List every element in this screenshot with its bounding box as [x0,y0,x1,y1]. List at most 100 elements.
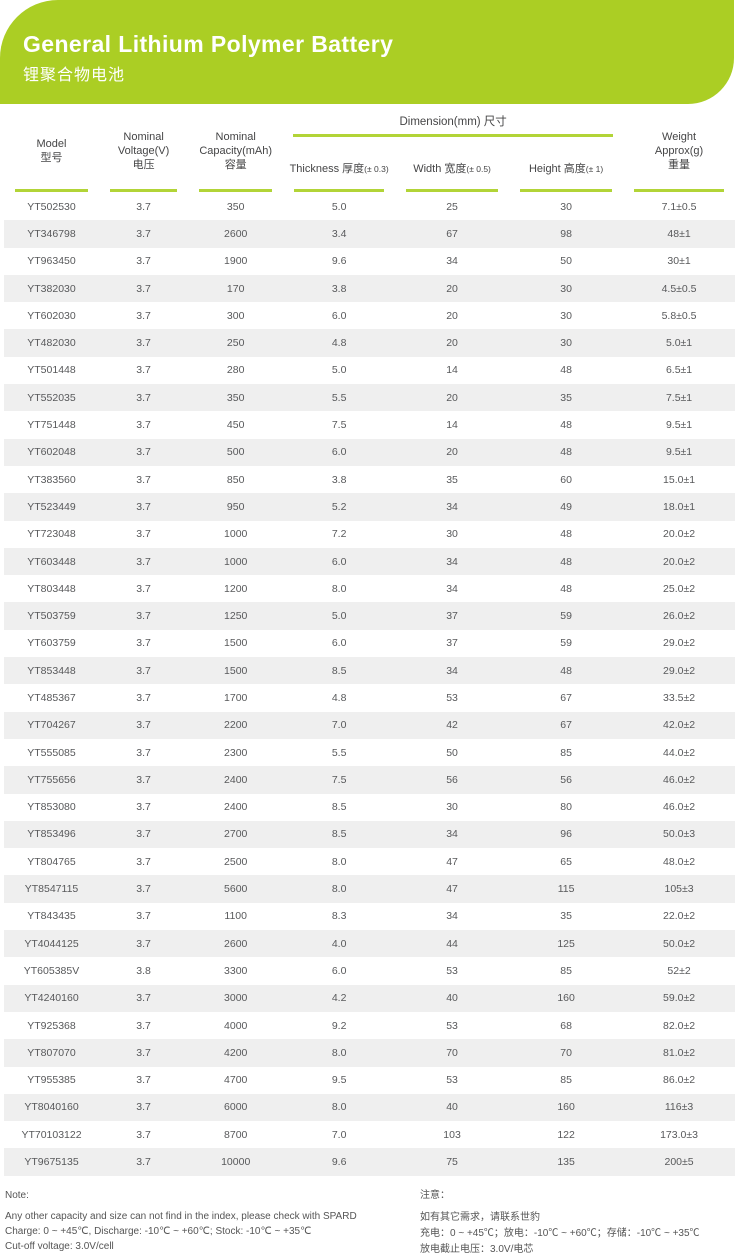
table-cell: 4.2 [331,992,347,1005]
table-cell: 3.7 [136,364,151,377]
table-cell: 26.0±2 [663,610,696,623]
table-row: YT704267 3.7 2200 7.0 42 67 42.0±2 [4,711,735,739]
col-header-voltage-cn: 电压 [132,159,155,171]
table-cell: 98 [560,227,572,240]
table-cell: 10000 [221,1156,251,1169]
table-cell: 59 [560,637,572,650]
table-cell: 50 [560,255,572,268]
table-cell: 34 [446,555,458,568]
table-row: YT4044125 3.7 2600 4.0 44 125 50.0±2 [4,930,735,958]
table-cell: 49 [560,500,572,513]
table-cell: 8.0 [331,1101,347,1114]
table-cell: 59 [560,610,572,623]
table-cell: 48 [560,419,572,432]
table-row: YT501448 3.7 280 5.0 14 48 6.5±1 [4,357,735,384]
table-cell: 450 [226,419,245,432]
table-cell: 500 [226,446,245,459]
table-cell: 3.7 [136,828,151,841]
table-cell: YT503759 [27,610,76,623]
table-cell: 8.0 [331,1046,347,1059]
page-header: General Lithium Polymer Battery 锂聚合物电池 [0,0,734,104]
table-cell: 8.5 [331,828,347,841]
table-cell: 3000 [224,992,248,1005]
table-cell: 30 [560,282,572,295]
table-cell: YT4240160 [24,992,79,1005]
table-cell: 103 [443,1128,461,1141]
table-cell: YT523449 [27,500,76,513]
table-cell: 85 [560,964,572,977]
table-cell: 116±3 [664,1101,694,1114]
table-cell: 56 [560,773,572,786]
table-cell: 3.7 [136,446,151,459]
col-header-capacity: Nominal Capacity(mAh) 容量 [188,109,283,193]
table-cell: 86.0±2 [663,1074,696,1087]
table-cell: 9.5±1 [665,419,693,432]
table-cell: 4.5±0.5 [661,282,697,295]
note-chinese-line: 放电截止电压：3.0V/电芯 [420,1243,534,1255]
table-cell: 3.7 [136,637,151,650]
table-cell: 35 [560,391,572,404]
table-cell: 29.0±2 [663,637,696,650]
table-cell: 9.5±1 [665,446,693,459]
table-cell: 1700 [224,691,248,704]
table-cell: 33.5±2 [663,691,696,704]
table-cell: 22.0±2 [663,910,696,923]
table-cell: 3.7 [136,309,151,322]
table-cell: YT853496 [27,828,76,841]
table-cell: 3.7 [136,746,151,759]
table-row: YT502530 3.7 350 5.0 25 30 7.1±0.5 [4,193,735,220]
table-cell: 7.0 [331,719,347,732]
col-header-capacity-line1: Nominal [215,131,256,143]
col-header-thickness: Thickness 厚度(± 0.3) [283,151,395,193]
table-cell: 34 [446,910,458,923]
table-cell: 3.7 [136,555,151,568]
table-cell: YT603759 [27,637,76,650]
table-cell: 2200 [224,719,248,732]
table-cell: 25 [446,200,458,213]
table-cell: YT382030 [27,282,76,295]
col-header-capacity-cn: 容量 [224,159,247,171]
table-row: YT602030 3.7 300 6.0 20 30 5.8±0.5 [4,302,735,329]
page-subtitle: 锂聚合物电池 [23,67,126,84]
table-cell: 5.0 [331,200,347,213]
table-body: YT502530 3.7 350 5.0 25 30 7.1±0.5 YT346798 3.7 2… [4,193,735,1176]
table-cell: 5.0 [331,364,347,377]
col-header-capacity-line2: Capacity(mAh) [199,145,273,157]
table-cell: 67 [560,719,572,732]
col-header-dimension: Dimension(mm) 尺寸 [283,109,623,151]
table-cell: 48 [560,446,572,459]
table-cell: 3.7 [136,473,151,486]
table-cell: 48 [560,582,572,595]
table-cell: 3.7 [136,773,151,786]
col-header-thickness-tolerance: (± 0.3) [364,164,389,174]
table-cell: 9.6 [331,255,347,268]
table-cell: 3.7 [136,801,151,814]
table-cell: YT555085 [27,746,76,759]
table-cell: 3.7 [136,883,151,896]
table-cell: 125 [557,937,575,950]
table-cell: 35 [446,473,458,486]
table-cell: 2500 [224,855,248,868]
table-cell: 20 [446,337,458,350]
table-cell: 34 [446,828,458,841]
col-header-model: Model 型号 [4,109,99,193]
table-cell: 5.2 [331,500,347,513]
table-cell: YT605385V [23,964,80,977]
table-cell: 37 [446,637,458,650]
col-header-height: Height 高度(± 1) [509,151,623,193]
table-cell: 20 [446,446,458,459]
table-cell: 4700 [224,1074,248,1087]
table-cell: 3.7 [136,419,151,432]
table-cell: 30 [560,309,572,322]
note-english-line: Charge: 0 ~ +45℃, Discharge: -10℃ ~ +60℃… [5,1225,312,1237]
table-cell: 70 [446,1046,458,1059]
table-cell: YT552035 [27,391,76,404]
table-cell: 1100 [224,910,247,923]
table-cell: 6.0 [331,446,347,459]
table-cell: 135 [557,1156,575,1169]
table-cell: 8.0 [331,855,347,868]
table-row: YT8547115 3.7 5600 8.0 47 115 105±3 [4,875,735,903]
table-cell: 3.7 [136,992,151,1005]
col-header-height-tolerance: (± 1) [585,164,604,174]
table-cell: YT853080 [27,801,76,814]
